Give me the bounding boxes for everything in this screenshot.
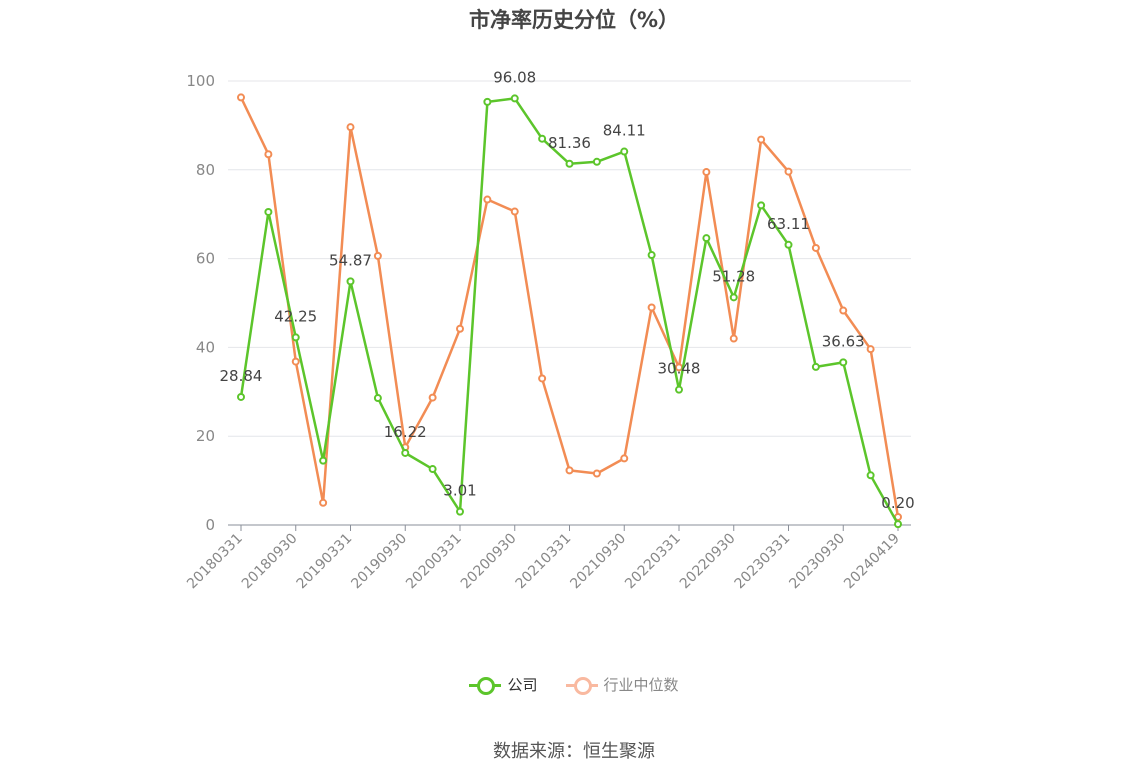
point-company-20210930 [620, 147, 629, 156]
point-industry-20191231 [428, 393, 437, 402]
point-company-20221231 [757, 201, 766, 210]
legend-company-label: 公司 [507, 676, 538, 694]
y-tick-label-60: 60 [196, 250, 215, 268]
chart-title: 市净率历史分位（%） [468, 8, 680, 32]
point-company-20230930 [839, 358, 848, 367]
x-tick-label-20190331: 20190331 [294, 531, 356, 593]
data-label-company-20180930: 42.25 [274, 307, 317, 325]
point-industry-20180331 [237, 93, 245, 102]
point-company-20210630 [592, 157, 601, 166]
point-industry-20210930 [620, 454, 629, 463]
data-label-company-20210331: 81.36 [548, 134, 591, 152]
series-layer [237, 93, 902, 529]
data-label-company-20240419: 0.20 [881, 494, 914, 512]
point-industry-20230630 [811, 243, 820, 252]
point-industry-20180930 [291, 357, 300, 366]
legend-item-company[interactable]: 公司 [469, 674, 538, 695]
line-chart: 0 20 40 60 80 100 2018033120180930201903312019… [184, 68, 915, 593]
point-company-20201231 [538, 134, 547, 143]
point-industry-20180630 [264, 150, 273, 159]
point-company-20200630 [483, 97, 492, 106]
data-label-company-20190331: 54.87 [329, 251, 372, 269]
x-tick-label-20220331: 20220331 [622, 531, 684, 593]
legend-company-marker-icon [469, 676, 502, 695]
data-label-company-20230331: 63.11 [767, 215, 810, 233]
data-label-company-20200930: 96.08 [493, 68, 536, 86]
point-company-20180630 [264, 207, 273, 216]
y-tick-label-40: 40 [196, 338, 215, 356]
data-label-company-20220930: 51.28 [712, 267, 755, 285]
point-industry-20190630 [373, 251, 382, 260]
x-tick-label-20180331: 20180331 [184, 531, 246, 593]
point-industry-20230331 [784, 167, 793, 176]
data-label-company-20220331: 30.48 [658, 360, 701, 378]
x-tick-label-20190930: 20190930 [348, 531, 410, 593]
point-industry-20200331 [456, 324, 464, 333]
point-industry-20200930 [510, 207, 519, 216]
point-company-20220630 [702, 234, 711, 243]
point-industry-20211231 [647, 303, 656, 312]
data-label-company-20210930: 84.11 [603, 122, 646, 140]
point-industry-20201231 [538, 374, 547, 383]
point-company-20200930 [510, 94, 519, 103]
point-company-20231231 [866, 471, 875, 480]
point-industry-20221231 [757, 135, 766, 144]
y-tick-label-0: 0 [205, 516, 215, 534]
point-company-20180331 [237, 392, 245, 401]
point-company-20210331 [565, 159, 574, 168]
label-layer: 28.84 42.25 54.87 16.22 3.01 96.08 81.36 84.11 3… [220, 68, 915, 512]
x-tick-label-20230331: 20230331 [732, 531, 794, 593]
point-company-20190630 [373, 394, 382, 403]
y-tick-label-80: 80 [196, 161, 215, 179]
point-company-20211231 [647, 251, 656, 260]
x-tick-label-20200331: 20200331 [403, 531, 465, 593]
point-industry-20220630 [702, 168, 711, 177]
point-company-20220930 [729, 293, 738, 302]
point-industry-20210331 [565, 466, 574, 475]
x-tick-label-20210331: 20210331 [513, 531, 575, 593]
point-industry-20220930 [729, 334, 738, 343]
x-tick-label-20230930: 20230930 [786, 531, 848, 593]
x-tick-label-20200930: 20200930 [458, 531, 520, 593]
legend-item-industry-median[interactable]: 行业中位数 [565, 674, 679, 695]
legend: 公司 行业中位数 [0, 674, 1148, 695]
point-industry-20230930 [839, 306, 848, 315]
point-industry-20210630 [592, 469, 601, 478]
data-label-company-20180331: 28.84 [220, 367, 263, 385]
point-industry-20181231 [319, 498, 328, 507]
data-source-note: 数据来源：恒生聚源 [493, 741, 655, 762]
point-company-20190930 [401, 448, 410, 457]
point-company-20230630 [811, 362, 820, 371]
x-tick-label-20210930: 20210930 [567, 531, 629, 593]
point-industry-20190331 [346, 123, 355, 132]
point-industry-20200630 [483, 195, 492, 204]
point-industry-20231231 [866, 345, 875, 354]
point-company-20240419 [894, 520, 902, 529]
x-tick-label-20240419: 20240419 [841, 531, 903, 593]
legend-industry-label: 行业中位数 [603, 676, 679, 694]
point-company-20181231 [319, 456, 328, 465]
x-tick-label-20180930: 20180930 [239, 531, 301, 593]
point-company-20180930 [291, 333, 300, 342]
point-company-20230331 [784, 240, 793, 249]
data-label-company-20230930: 36.63 [822, 332, 865, 350]
point-company-20220331 [675, 385, 683, 394]
y-tick-label-100: 100 [186, 72, 215, 90]
point-company-20190331 [346, 277, 355, 286]
y-tick-label-20: 20 [196, 427, 215, 445]
data-label-company-20200331: 3.01 [443, 482, 476, 500]
data-label-company-20190930: 16.22 [384, 423, 427, 441]
point-company-20191231 [428, 465, 437, 474]
legend-industry-marker-icon [565, 676, 598, 695]
x-tick-label-20220930: 20220930 [677, 531, 739, 593]
point-company-20200331 [456, 507, 464, 516]
